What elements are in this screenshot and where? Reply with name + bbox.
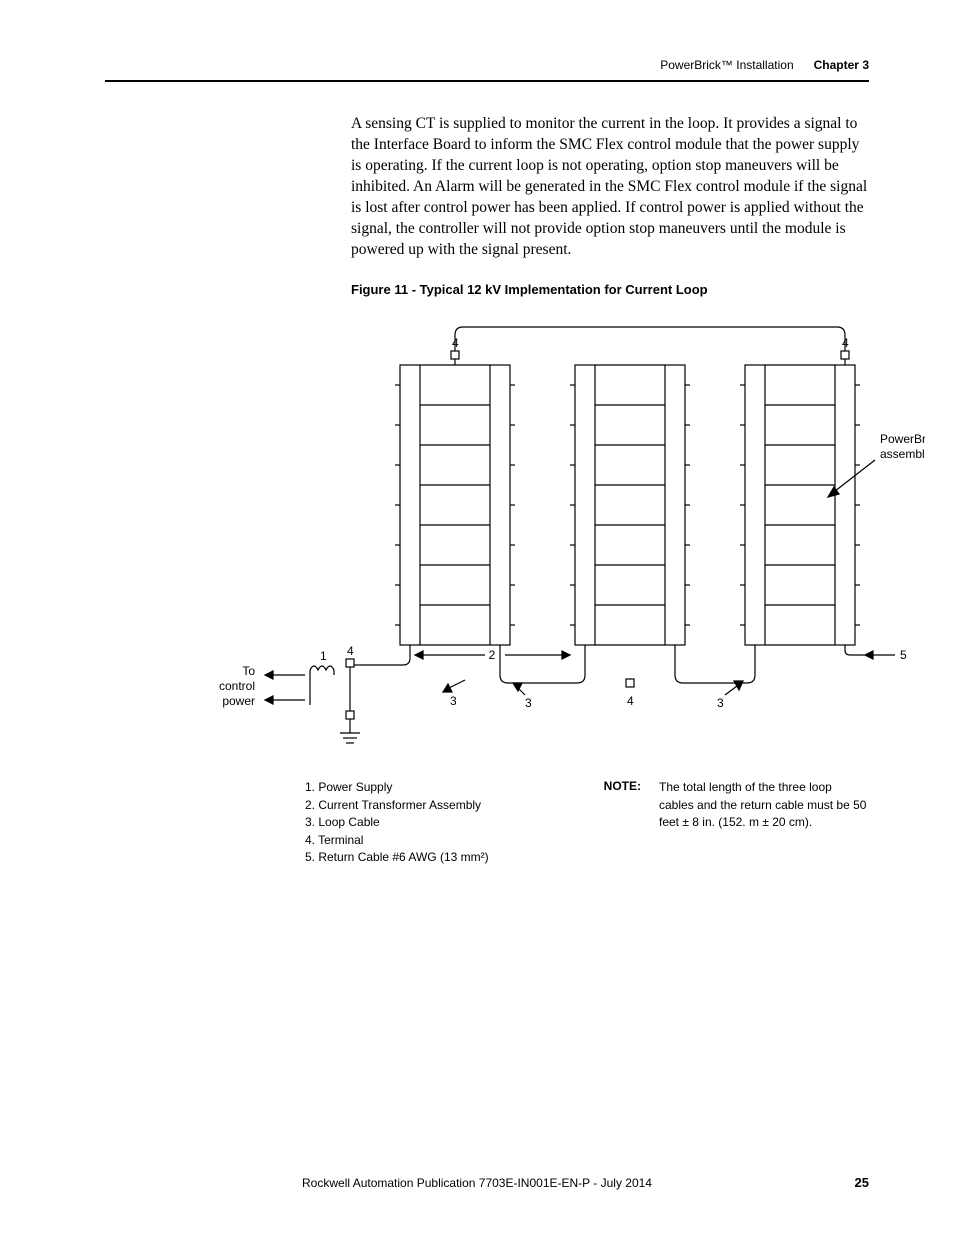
- header-chapter: Chapter 3: [814, 58, 869, 72]
- power-supply: [265, 659, 360, 743]
- legend-item: 1. Power Supply: [305, 779, 604, 796]
- assemblies-label-1: PowerBrick: [880, 432, 925, 446]
- callout-1: 1: [320, 649, 327, 663]
- header-section: PowerBrick™ Installation: [660, 58, 793, 72]
- to-control-1: To: [242, 664, 255, 678]
- callout-4d: 4: [627, 694, 634, 708]
- figure-legend-row: 1. Power Supply 2. Current Transformer A…: [305, 779, 869, 866]
- legend-item: 3. Loop Cable: [305, 814, 604, 831]
- legend-item: 4. Terminal: [305, 832, 604, 849]
- to-control-2: control: [219, 679, 255, 693]
- figure-note: NOTE: The total length of the three loop…: [604, 779, 869, 866]
- note-text: The total length of the three loop cable…: [659, 779, 869, 866]
- legend-item: 2. Current Transformer Assembly: [305, 797, 604, 814]
- body-paragraph: A sensing CT is supplied to monitor the …: [351, 114, 869, 260]
- figure-legend: 1. Power Supply 2. Current Transformer A…: [305, 779, 604, 866]
- callout-4a: 4: [452, 336, 459, 350]
- callout-3a: 3: [450, 694, 457, 708]
- footer-page-number: 25: [855, 1175, 869, 1190]
- footer-publine: Rockwell Automation Publication 7703E-IN…: [0, 1176, 954, 1190]
- callout-2: 2: [489, 648, 496, 662]
- figure-diagram: 4 4 1 4 2 3 3 3 4 5 PowerBrick assemblie…: [105, 315, 869, 775]
- note-label: NOTE:: [604, 779, 641, 866]
- page-header: PowerBrick™ Installation Chapter 3: [105, 58, 869, 82]
- callout-3b: 3: [525, 696, 532, 710]
- assembly-3: [740, 365, 860, 645]
- figure-title: Figure 11 - Typical 12 kV Implementation…: [351, 282, 869, 297]
- callout-4c: 4: [347, 644, 354, 658]
- assembly-2: [570, 365, 690, 645]
- assembly-1: [395, 365, 515, 645]
- callout-4b: 4: [842, 336, 849, 350]
- legend-item: 5. Return Cable #6 AWG (13 mm²): [305, 849, 604, 866]
- callout-3c: 3: [717, 696, 724, 710]
- assemblies-label-2: assemblies: [880, 447, 925, 461]
- to-control-3: power: [222, 694, 255, 708]
- callout-5: 5: [900, 648, 907, 662]
- page: PowerBrick™ Installation Chapter 3 A sen…: [0, 0, 954, 1235]
